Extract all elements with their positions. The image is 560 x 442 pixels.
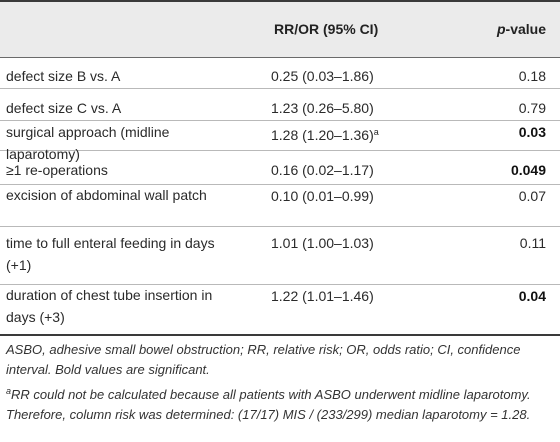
row-label: duration of chest tube insertion in days… [6,287,213,325]
footnote-marker: a [373,127,379,137]
row-p-value: 0.04 [518,288,546,304]
header-rr-or: RR/OR (95% CI) [274,21,379,37]
rr-value: 0.10 (0.01–0.99) [271,188,374,204]
table-row: excision of abdominal wall patch 0.10 (0.… [0,184,560,227]
row-rr-or: 1.01 (1.00–1.03) [271,232,374,254]
table-row: defect size C vs. A 1.23 (0.26–5.80) 0.79 [0,88,560,121]
row-p-value: 0.18 [518,68,546,84]
rr-value: 1.22 (1.01–1.46) [271,288,374,304]
row-rr-or: 1.23 (0.26–5.80) [271,97,374,119]
rr-value: 0.16 (0.02–1.17) [271,162,374,178]
table-footnotes: ASBO, adhesive small bowel obstruction; … [6,340,556,426]
row-label: time to full enteral feeding in days (+1… [6,235,215,273]
rr-value: 1.28 (1.20–1.36) [271,127,374,143]
row-p-value: 0.049 [510,162,546,178]
table-bottom-rule [0,334,560,336]
table-row: duration of chest tube insertion in days… [0,284,560,334]
rr-value: 1.23 (0.26–5.80) [271,100,374,116]
row-rr-or: 0.16 (0.02–1.17) [271,159,374,181]
row-rr-or: 1.28 (1.20–1.36)a [271,121,379,146]
rr-value: 0.25 (0.03–1.86) [271,68,374,84]
row-label: surgical approach (midline laparotomy) [6,124,170,162]
row-rr-or: 0.10 (0.01–0.99) [271,185,374,207]
row-label: ≥1 re-operations [6,162,108,178]
table-row: ≥1 re-operations 0.16 (0.02–1.17) 0.049 [0,150,560,185]
abbreviation-note: ASBO, adhesive small bowel obstruction; … [6,342,521,377]
table-row: surgical approach (midline laparotomy) 1.… [0,120,560,162]
header-p-rest: -value [505,21,546,37]
footnote-marker: a [6,386,12,396]
row-rr-or: 1.22 (1.01–1.46) [271,285,374,307]
row-p-value: 0.07 [518,188,546,204]
row-p-value: 0.79 [518,100,546,116]
footnote-text: RR could not be calculated because all p… [6,387,531,422]
rr-value: 1.01 (1.00–1.03) [271,235,374,251]
header-p-value: p-value [497,21,546,37]
row-label: defect size C vs. A [6,100,122,116]
footnote-a: aRR could not be calculated because all … [6,381,556,425]
row-rr-or: 0.25 (0.03–1.86) [271,65,374,87]
header-p-italic: p [496,21,506,37]
row-label: excision of abdominal wall patch [6,187,207,203]
table-row: defect size B vs. A 0.25 (0.03–1.86) 0.18 [0,56,560,89]
table-row: time to full enteral feeding in days (+1… [0,226,560,285]
row-p-value: 0.11 [519,235,546,251]
row-label: defect size B vs. A [6,68,121,84]
row-p-value: 0.03 [518,124,546,140]
table-header: RR/OR (95% CI) p-value [0,0,560,58]
